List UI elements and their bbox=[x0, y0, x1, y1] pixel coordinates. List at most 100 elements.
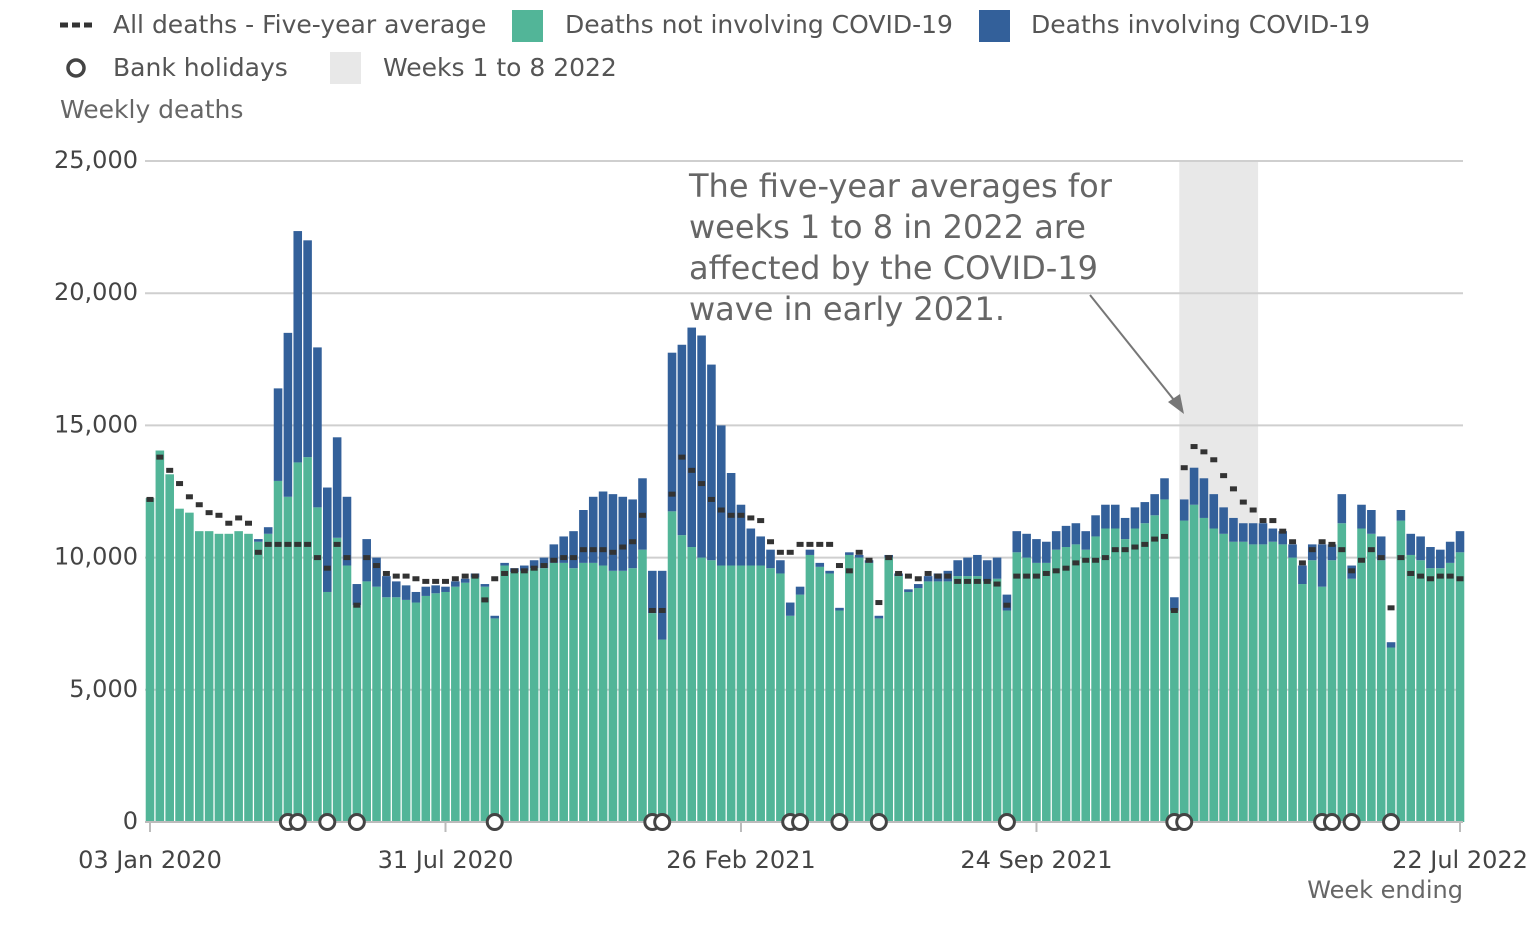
average-marker bbox=[195, 502, 203, 508]
bar-non-covid bbox=[953, 576, 962, 822]
bar-covid bbox=[588, 496, 598, 563]
bar-non-covid bbox=[293, 462, 303, 822]
average-marker bbox=[767, 539, 775, 545]
average-marker bbox=[304, 541, 312, 547]
bar-non-covid bbox=[1367, 533, 1376, 822]
average-marker bbox=[944, 573, 952, 579]
average-marker bbox=[244, 520, 252, 526]
bar-covid bbox=[845, 552, 854, 555]
bar-non-covid bbox=[697, 557, 706, 822]
average-marker bbox=[816, 541, 824, 547]
bar-covid bbox=[1120, 517, 1130, 540]
bar-covid bbox=[963, 557, 972, 577]
average-marker bbox=[924, 570, 932, 576]
bar-non-covid bbox=[155, 450, 165, 822]
bar-covid bbox=[1288, 544, 1297, 558]
bar-non-covid bbox=[273, 480, 283, 822]
bar-non-covid bbox=[165, 474, 174, 822]
bar-covid bbox=[874, 615, 884, 619]
bar-non-covid bbox=[776, 573, 785, 822]
average-marker bbox=[1210, 457, 1218, 463]
average-marker bbox=[451, 576, 459, 582]
average-marker bbox=[1239, 499, 1247, 505]
average-marker bbox=[392, 573, 400, 579]
bar-covid bbox=[539, 557, 549, 569]
bar-non-covid bbox=[904, 591, 913, 822]
bar-covid bbox=[352, 584, 362, 606]
bar-covid bbox=[776, 560, 785, 574]
bar-non-covid bbox=[618, 570, 628, 822]
bar-non-covid bbox=[559, 562, 568, 822]
bar-non-covid bbox=[1101, 528, 1110, 822]
bar-covid bbox=[401, 585, 411, 600]
average-marker bbox=[964, 578, 972, 584]
bar-non-covid bbox=[520, 570, 529, 822]
bar-non-covid bbox=[766, 568, 775, 822]
bar-covid bbox=[313, 347, 322, 508]
legend-symbol bbox=[330, 52, 361, 84]
bar-non-covid bbox=[1258, 544, 1268, 822]
bar-covid bbox=[303, 240, 312, 458]
bar-covid bbox=[293, 231, 303, 463]
average-marker bbox=[294, 541, 302, 547]
bar-non-covid bbox=[657, 639, 667, 822]
bank-holiday bbox=[653, 813, 672, 831]
bar-covid bbox=[697, 335, 706, 558]
bar-non-covid bbox=[1396, 520, 1406, 822]
bar-non-covid bbox=[342, 565, 352, 822]
bar-covid bbox=[342, 496, 352, 566]
average-marker bbox=[205, 510, 213, 516]
average-marker bbox=[579, 547, 587, 553]
bar-non-covid bbox=[185, 512, 194, 822]
bar-covid bbox=[1130, 507, 1140, 529]
bar-non-covid bbox=[382, 597, 391, 822]
bar-covid bbox=[746, 528, 756, 566]
bar-covid bbox=[411, 591, 421, 603]
bar-covid bbox=[598, 491, 608, 566]
bar-non-covid bbox=[1081, 549, 1090, 822]
average-marker bbox=[983, 578, 991, 584]
bar-non-covid bbox=[1091, 536, 1100, 822]
bar-non-covid bbox=[1160, 499, 1169, 822]
bar-covid bbox=[362, 539, 371, 582]
average-marker bbox=[1151, 536, 1159, 542]
bar-covid bbox=[421, 586, 431, 596]
average-marker bbox=[274, 541, 282, 547]
bar-non-covid bbox=[332, 537, 342, 822]
bar-non-covid bbox=[736, 565, 746, 822]
average-marker bbox=[806, 541, 814, 547]
legend-label: Deaths not involving COVID-19 bbox=[565, 10, 953, 39]
average-marker bbox=[1348, 568, 1356, 574]
bar-non-covid bbox=[1199, 517, 1209, 822]
average-marker bbox=[520, 568, 528, 574]
bar-non-covid bbox=[451, 586, 460, 822]
average-marker bbox=[412, 576, 420, 582]
bar-non-covid bbox=[145, 498, 155, 822]
average-marker bbox=[185, 494, 193, 500]
average-marker bbox=[786, 549, 794, 555]
average-marker bbox=[156, 454, 164, 460]
bar-covid bbox=[835, 607, 844, 611]
bar-non-covid bbox=[756, 565, 765, 822]
legend-symbol bbox=[979, 10, 1010, 42]
bar-non-covid bbox=[1051, 549, 1061, 822]
bar-covid bbox=[1071, 523, 1081, 545]
bar-non-covid bbox=[1337, 523, 1347, 822]
bank-holiday bbox=[318, 813, 337, 831]
bar-non-covid bbox=[539, 568, 549, 822]
bar-covid bbox=[1337, 494, 1347, 524]
bar-covid bbox=[1160, 478, 1169, 500]
average-marker bbox=[501, 570, 509, 576]
average-marker bbox=[599, 547, 607, 553]
bar-non-covid bbox=[1150, 515, 1159, 822]
bar-covid bbox=[1110, 504, 1120, 529]
bar-covid bbox=[431, 585, 440, 594]
average-marker bbox=[373, 563, 381, 569]
x-tick-label: 24 Sep 2021 bbox=[960, 846, 1112, 874]
average-marker bbox=[402, 573, 410, 579]
bar-non-covid bbox=[805, 554, 815, 822]
average-marker bbox=[973, 578, 981, 584]
y-tick-label: 0 bbox=[123, 807, 138, 835]
bar-covid bbox=[707, 364, 716, 561]
bar-covid bbox=[569, 531, 578, 569]
